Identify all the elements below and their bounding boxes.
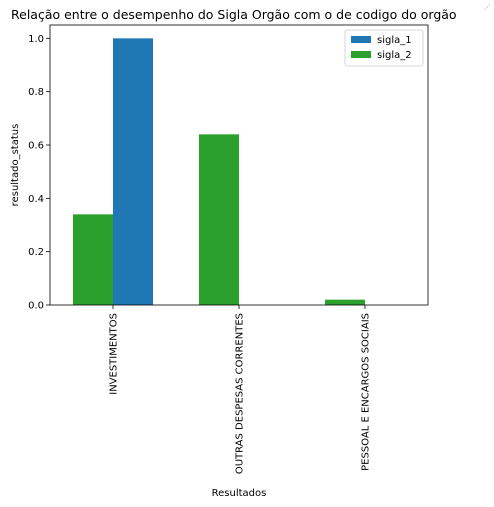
corner-glyph: ⋰ [484, 4, 490, 11]
legend-swatch-sigla_1 [351, 36, 371, 43]
y-tick-label: 0.4 [28, 194, 44, 205]
x-axis-label: Resultados [212, 488, 267, 499]
bar-sigla_2 [73, 214, 113, 305]
y-axis: 0.0 0.2 0.4 0.6 0.8 1.0 [28, 34, 50, 312]
legend: sigla_1 sigla_2 [344, 29, 424, 67]
y-tick-label: 1.0 [28, 34, 44, 45]
bar-sigla_2 [325, 299, 365, 305]
bar-sigla_1 [113, 38, 153, 305]
x-tick-label: INVESTIMENTOS [109, 313, 120, 395]
x-tick-label: OUTRAS DESPESAS CORRENTES [235, 313, 246, 474]
x-tick-label: PESSOAL E ENCARGOS SOCIAIS [361, 313, 372, 471]
legend-label-sigla_2: sigla_2 [377, 50, 412, 61]
y-tick-label: 0.0 [28, 301, 44, 312]
y-tick-label: 0.6 [28, 141, 44, 152]
y-tick-label: 0.8 [28, 87, 44, 98]
x-axis: INVESTIMENTOS OUTRAS DESPESAS CORRENTES PE… [109, 305, 372, 474]
y-axis-label: resultado_status [10, 124, 21, 207]
bars-layer [73, 38, 365, 305]
legend-swatch-sigla_2 [351, 51, 371, 58]
legend-label-sigla_1: sigla_1 [377, 35, 412, 46]
chart-title: Relação entre o desempenho do Sigla Orgã… [11, 7, 457, 22]
y-tick-label: 0.2 [28, 247, 44, 258]
bar-sigla_2 [199, 134, 239, 305]
